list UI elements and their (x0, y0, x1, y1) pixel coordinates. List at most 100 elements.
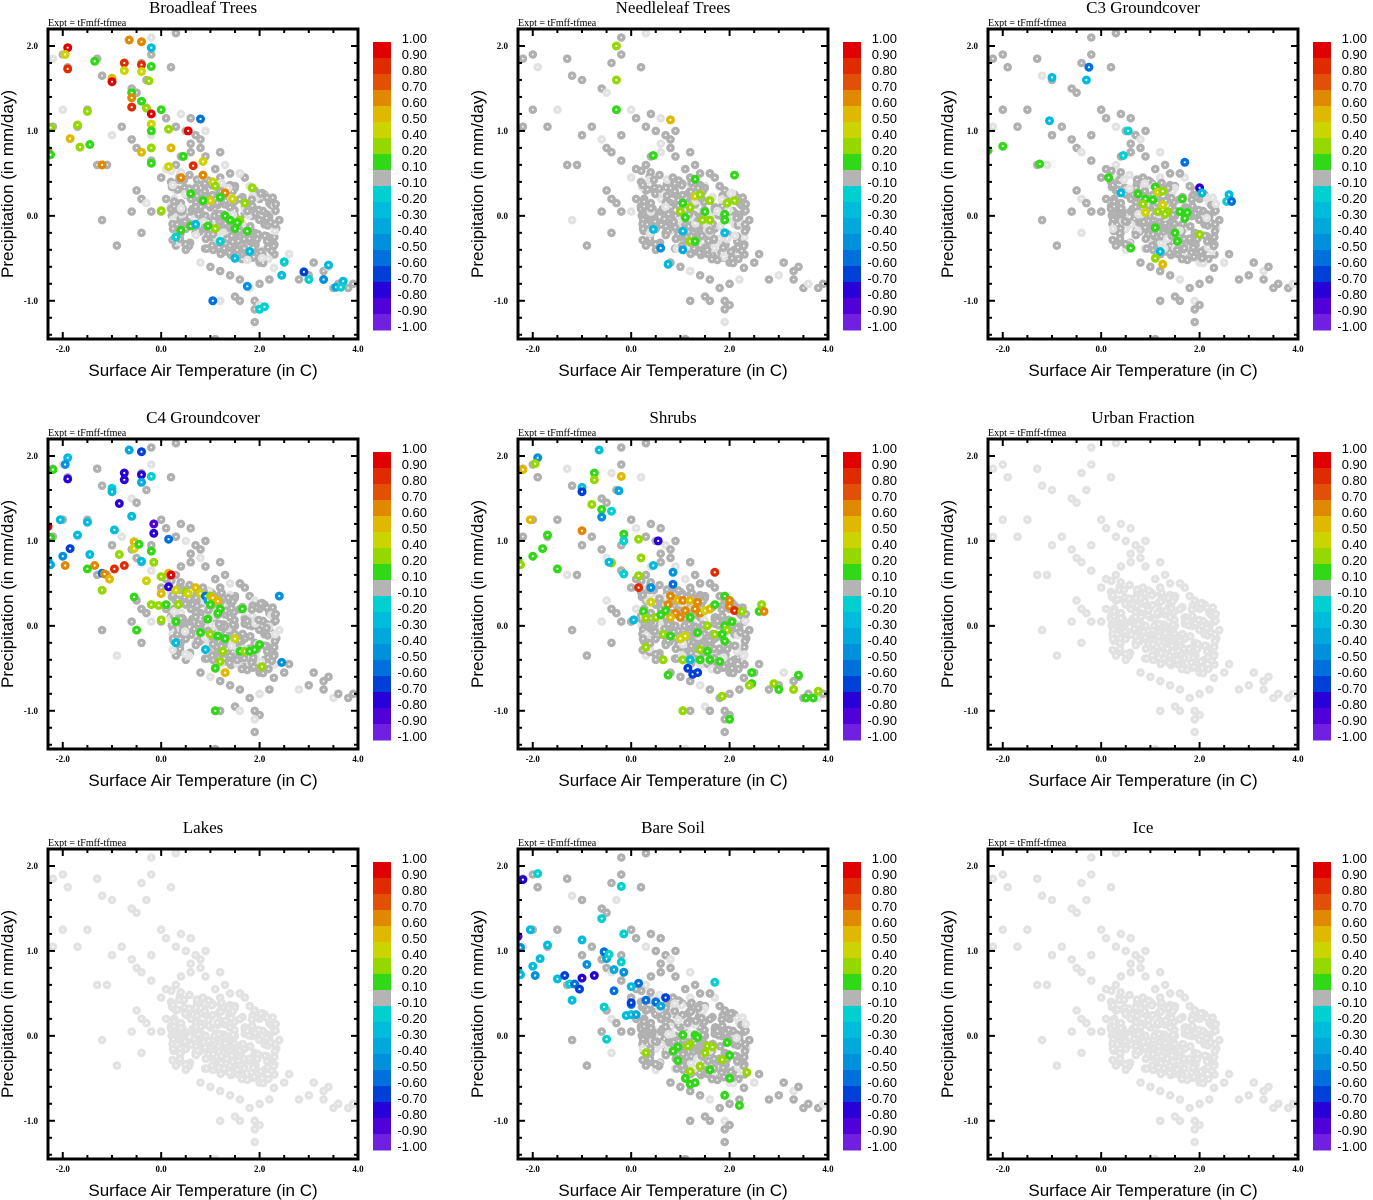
data-point-center (1145, 247, 1148, 250)
data-point-center (200, 615, 202, 618)
data-point-center (684, 168, 687, 171)
data-point-center (620, 53, 623, 56)
data-point-center (735, 217, 738, 219)
data-point-center (1210, 250, 1213, 252)
data-point-center (1056, 244, 1058, 247)
data-point-center (640, 169, 643, 172)
data-point-center (175, 164, 177, 166)
data-point-center (620, 134, 623, 137)
data-point-center (113, 567, 116, 570)
data-point-center (645, 125, 647, 128)
colorbar-bin (1313, 154, 1331, 171)
x-tick-label: 2.0 (1194, 344, 1206, 354)
data-point-center (1142, 176, 1144, 179)
data-point-center (339, 286, 342, 289)
data-point-center (716, 210, 719, 213)
data-point-center (195, 186, 197, 189)
data-point-center (204, 636, 207, 639)
data-point-center (64, 53, 67, 56)
data-point-center (233, 619, 236, 621)
colorbar-label: 0.90 (402, 47, 427, 62)
colorbar-bin (373, 452, 391, 469)
data-point-center (266, 606, 268, 609)
data-point-center (669, 557, 672, 559)
experiment-label: Expt = tFmff-tfmea (518, 428, 597, 439)
data-point-center (233, 209, 236, 212)
experiment-label: Expt = tFmff-tfmea (518, 18, 597, 29)
data-point-center (1075, 91, 1078, 94)
data-point-center (170, 476, 172, 479)
colorbar-label: 0.10 (1342, 159, 1367, 174)
colorbar-bin (373, 724, 391, 741)
colorbar-label: -0.80 (397, 697, 427, 712)
data-point-center (721, 615, 724, 617)
data-point-center (1090, 36, 1093, 39)
data-point-center (150, 53, 153, 56)
data-point-center (182, 155, 185, 158)
data-point-center (167, 165, 170, 168)
data-point-center (253, 718, 256, 721)
data-point-center (679, 265, 682, 268)
data-point-center (218, 213, 220, 216)
data-point-center (322, 270, 325, 272)
data-point-center (1200, 191, 1204, 194)
data-point-center (241, 668, 243, 670)
data-point-center (51, 468, 54, 471)
data-point-center (590, 503, 593, 506)
data-point-center (733, 199, 736, 202)
data-point-center (620, 620, 623, 623)
data-point-center (298, 688, 300, 691)
data-point-center (1048, 119, 1051, 122)
data-point-center (140, 40, 143, 43)
colorbar-bin (1313, 266, 1331, 283)
colorbar-label: -0.10 (397, 175, 427, 190)
data-point-center (650, 202, 652, 205)
data-point-center (737, 246, 739, 249)
data-point-center (262, 262, 264, 264)
data-point-center (253, 299, 256, 302)
data-point-center (645, 654, 647, 657)
data-point-center (681, 248, 684, 251)
data-point-center (1144, 155, 1147, 158)
data-point-center (660, 198, 662, 200)
data-point-center (253, 599, 256, 602)
colorbar-label: -0.30 (867, 207, 897, 222)
data-point-center (615, 612, 618, 614)
data-point-center (152, 522, 155, 525)
data-point-center (1041, 219, 1043, 222)
data-point-center (739, 631, 742, 634)
data-point-center (145, 202, 148, 205)
colorbar-label: -0.60 (397, 665, 427, 680)
data-point-center (216, 634, 219, 638)
data-point-center (703, 619, 706, 621)
data-point-center (730, 660, 732, 663)
data-point-center (664, 234, 667, 237)
colorbar-bin (373, 186, 391, 203)
data-point-center (253, 709, 256, 712)
data-point-center (713, 176, 716, 179)
data-point-center (1142, 221, 1145, 223)
data-point-center (322, 278, 325, 281)
data-point-center (69, 137, 72, 140)
colorbar-bin (373, 218, 391, 235)
data-point-center (250, 608, 253, 611)
data-point-center (737, 668, 740, 670)
data-point-center (209, 675, 212, 678)
data-point-center (1087, 66, 1090, 69)
data-point-center (165, 578, 167, 580)
data-point-center (160, 518, 163, 521)
data-point-center (150, 550, 153, 553)
data-point-center (232, 213, 234, 216)
data-point-center (1119, 237, 1121, 240)
data-point-center (302, 270, 305, 273)
data-point-center (617, 489, 620, 492)
data-point-center (704, 295, 706, 298)
data-point-center (718, 185, 721, 188)
data-point-center (1080, 62, 1083, 64)
data-point-center (130, 515, 133, 518)
data-point-center (1188, 287, 1191, 289)
data-point-center (645, 32, 647, 35)
data-point-center (209, 633, 212, 636)
data-point-center (620, 475, 623, 478)
data-point-center (566, 467, 569, 470)
